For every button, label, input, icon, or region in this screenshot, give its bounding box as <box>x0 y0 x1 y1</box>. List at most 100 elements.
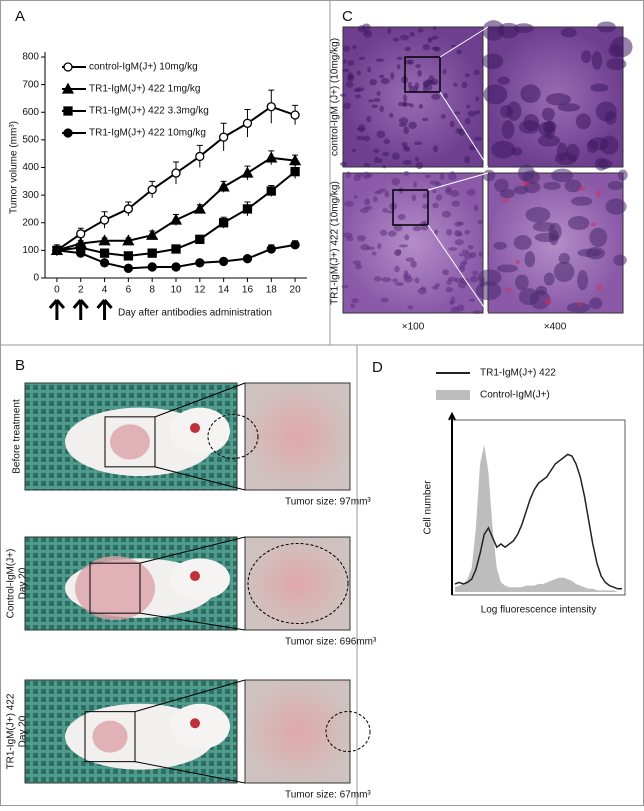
cell <box>515 274 529 291</box>
cell <box>441 210 452 218</box>
cell <box>376 130 386 139</box>
cell <box>351 148 356 153</box>
cell <box>448 300 454 305</box>
cell <box>367 66 371 73</box>
cell <box>435 194 443 201</box>
cell <box>382 208 389 213</box>
cell <box>494 178 509 193</box>
marker <box>266 244 276 254</box>
cell <box>403 60 413 65</box>
cell <box>522 170 540 184</box>
zoom-line <box>134 761 246 784</box>
marker <box>122 234 135 246</box>
arrow <box>72 299 89 320</box>
cell <box>381 277 392 283</box>
marker <box>242 204 253 214</box>
cell <box>451 44 456 48</box>
legend-marker <box>61 82 75 94</box>
cell <box>382 165 387 169</box>
cell <box>347 72 353 81</box>
panel-label: C <box>342 8 353 25</box>
marker <box>195 234 205 244</box>
y-tick-label: 500 <box>22 135 39 146</box>
marker <box>123 251 134 261</box>
cell <box>405 257 415 262</box>
cell <box>410 260 417 268</box>
cell <box>403 94 408 102</box>
cell <box>418 103 424 109</box>
cell <box>524 251 536 268</box>
cell <box>341 284 349 289</box>
x-axis-label: Day after antibodies administration <box>118 308 272 319</box>
marker <box>265 151 278 163</box>
cell <box>450 189 460 197</box>
cell <box>551 168 574 183</box>
cell <box>475 281 502 301</box>
cell <box>543 272 555 286</box>
cell <box>376 90 381 97</box>
cell <box>368 99 374 103</box>
cell <box>469 275 479 283</box>
x-tick-label: 14 <box>218 285 230 296</box>
cell <box>458 253 465 257</box>
cell <box>483 84 508 105</box>
marker <box>147 184 157 195</box>
cell <box>342 68 350 73</box>
cell <box>577 270 589 291</box>
cell <box>591 51 603 70</box>
cell <box>478 251 483 258</box>
cell <box>604 111 617 125</box>
marker <box>147 248 157 258</box>
cell <box>342 45 351 52</box>
cell <box>453 111 461 115</box>
cell <box>432 26 437 31</box>
cell <box>397 214 406 220</box>
mouse-eye <box>190 571 200 582</box>
cell <box>566 302 591 313</box>
legend-label: Control-IgM(J+) <box>480 390 550 401</box>
x-tick-label: 4 <box>102 285 108 296</box>
cell <box>605 198 627 215</box>
cell <box>411 194 417 202</box>
cell <box>394 282 404 286</box>
zoom-line <box>439 26 489 58</box>
cell <box>425 83 433 91</box>
cell <box>617 169 628 181</box>
zoom-line <box>439 91 489 168</box>
cell <box>466 104 471 109</box>
mouse-eye <box>190 422 200 433</box>
tumor <box>110 424 150 460</box>
cell <box>391 177 401 186</box>
cell <box>543 181 561 191</box>
cell <box>557 103 580 112</box>
marker <box>98 234 111 246</box>
cell <box>554 152 577 166</box>
cell <box>363 162 370 168</box>
cell <box>408 85 418 93</box>
cell <box>450 306 460 314</box>
cell <box>607 180 623 191</box>
cell <box>474 109 481 115</box>
cell <box>497 76 510 85</box>
cell <box>417 28 424 33</box>
cell <box>445 286 454 293</box>
cell <box>393 224 403 232</box>
cell <box>500 105 513 118</box>
cell <box>409 31 415 37</box>
legend-label: control-IgM(J+) 10mg/kg <box>89 62 198 73</box>
cell <box>613 254 627 266</box>
cell <box>356 70 361 76</box>
x-tick-label: 0 <box>54 285 60 296</box>
y-tick-label: 300 <box>22 190 39 201</box>
cell <box>493 241 507 250</box>
cell <box>482 169 496 182</box>
cell <box>586 139 598 154</box>
cell <box>398 117 409 125</box>
tumor-outline <box>247 543 349 624</box>
cell <box>371 251 377 256</box>
cell <box>378 158 383 164</box>
micrograph <box>342 26 484 168</box>
cell <box>415 64 421 69</box>
cell <box>373 148 380 153</box>
zoom-line <box>139 536 246 564</box>
